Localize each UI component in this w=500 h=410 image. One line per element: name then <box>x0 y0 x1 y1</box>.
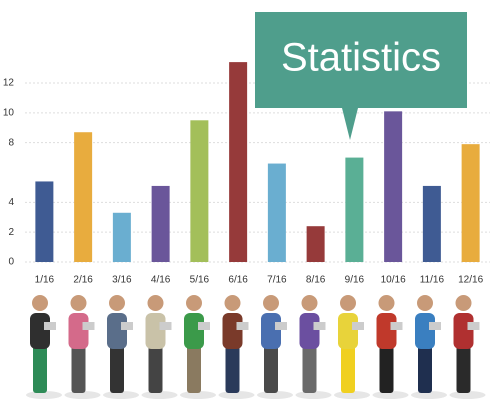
shadow <box>334 391 370 399</box>
y-tick-label: 2 <box>8 227 14 238</box>
x-tick-label: 2/16 <box>73 275 93 286</box>
bar <box>345 157 364 262</box>
device <box>467 322 480 330</box>
torso <box>453 313 474 349</box>
torso <box>222 313 243 349</box>
y-tick-label: 8 <box>8 137 14 148</box>
shadow <box>103 391 139 399</box>
device <box>313 322 326 330</box>
y-tick-label: 4 <box>8 197 14 208</box>
torso <box>261 313 281 349</box>
legs <box>33 345 47 393</box>
head <box>263 295 279 311</box>
bar <box>267 163 286 262</box>
bar <box>461 144 480 262</box>
legs <box>379 345 394 393</box>
bar <box>229 62 248 262</box>
legs <box>148 345 163 393</box>
shadow <box>141 391 178 399</box>
legs <box>418 345 432 393</box>
device <box>275 322 287 330</box>
bar <box>422 185 441 262</box>
shadow <box>372 391 409 399</box>
legs <box>110 345 124 393</box>
head <box>109 295 125 311</box>
x-tick-label: 6/16 <box>228 275 248 286</box>
x-tick-label: 3/16 <box>112 275 132 286</box>
legs <box>71 345 86 393</box>
torso <box>107 313 127 349</box>
head <box>455 295 472 311</box>
torso <box>376 313 397 349</box>
x-tick-label: 12/16 <box>458 275 483 286</box>
people-illustration <box>26 295 486 399</box>
torso <box>338 313 358 349</box>
legs <box>264 345 278 393</box>
y-tick-label: 12 <box>3 78 15 89</box>
x-tick-label: 7/16 <box>267 275 287 286</box>
shadow <box>449 391 486 399</box>
torso <box>299 313 320 349</box>
head <box>186 295 202 311</box>
legs <box>225 345 240 393</box>
title-callout <box>255 12 467 140</box>
head <box>224 295 241 311</box>
x-tick-label: 1/16 <box>35 275 55 286</box>
bar <box>112 212 131 262</box>
legs <box>302 345 317 393</box>
device <box>44 322 56 330</box>
legs <box>341 345 355 393</box>
device <box>159 322 172 330</box>
torso <box>415 313 435 349</box>
y-tick-label: 10 <box>3 107 15 118</box>
bar <box>151 185 170 262</box>
legs <box>187 345 201 393</box>
bar <box>190 120 209 263</box>
device <box>236 322 249 330</box>
chart-title: Statistics <box>281 36 441 80</box>
head <box>378 295 395 311</box>
head <box>147 295 164 311</box>
torso <box>30 313 50 349</box>
legs <box>456 345 471 393</box>
x-tick-label: 11/16 <box>420 275 445 286</box>
y-tick-label: 0 <box>8 257 14 268</box>
torso <box>184 313 204 349</box>
shadow <box>218 391 255 399</box>
torso <box>68 313 89 349</box>
head <box>32 295 48 311</box>
shadow <box>257 391 293 399</box>
bar <box>74 132 93 262</box>
bar <box>35 181 54 262</box>
shadow <box>180 391 216 399</box>
shadow <box>411 391 447 399</box>
device <box>390 322 403 330</box>
bar <box>306 226 325 262</box>
shadow <box>64 391 101 399</box>
x-tick-label: 4/16 <box>151 275 171 286</box>
x-tick-label: 10/16 <box>381 275 406 286</box>
device <box>121 322 133 330</box>
head <box>70 295 87 311</box>
head <box>301 295 318 311</box>
device <box>82 322 95 330</box>
x-tick-label: 9/16 <box>345 275 365 286</box>
device <box>198 322 210 330</box>
head <box>340 295 356 311</box>
head <box>417 295 433 311</box>
bar <box>384 111 403 262</box>
torso <box>145 313 166 349</box>
x-tick-label: 8/16 <box>306 275 326 286</box>
x-tick-label: 5/16 <box>190 275 210 286</box>
shadow <box>295 391 332 399</box>
shadow <box>26 391 62 399</box>
device <box>352 322 364 330</box>
device <box>429 322 441 330</box>
